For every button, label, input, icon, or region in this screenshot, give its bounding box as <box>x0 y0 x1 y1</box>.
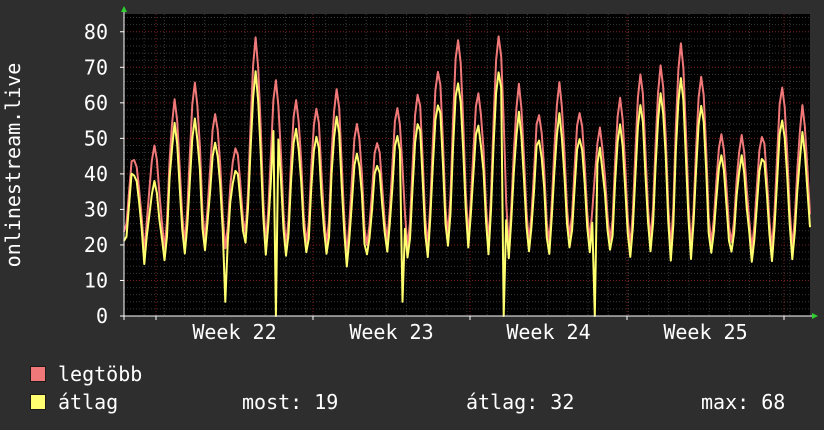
y-axis-label: onlinestream.live <box>1 63 25 268</box>
legend-swatch-max <box>30 366 46 382</box>
x-tick-label: Week 24 <box>506 320 590 344</box>
y-tick-label: 70 <box>84 55 108 79</box>
y-tick-label: 20 <box>84 233 108 257</box>
y-tick-label: 10 <box>84 268 108 292</box>
stat-most: most: 19 <box>242 390 339 414</box>
legend-item-max: legtöbb <box>30 362 143 386</box>
series-line-avg <box>123 70 811 317</box>
x-tick-label: Week 22 <box>192 320 276 344</box>
y-axis-arrow-icon <box>121 6 127 12</box>
x-axis-arrow-icon <box>812 313 818 319</box>
y-tick-label: 60 <box>84 91 108 115</box>
y-tick-label: 50 <box>84 126 108 150</box>
y-tick-label: 30 <box>84 197 108 221</box>
y-tick-label: 80 <box>84 20 108 44</box>
y-tick-label: 40 <box>84 162 108 186</box>
axes <box>120 6 818 320</box>
y-tick-labels: 0 10 20 30 40 50 60 70 80 <box>84 20 108 328</box>
x-tick-label: Week 23 <box>349 320 433 344</box>
x-tick-label: Week 25 <box>663 320 747 344</box>
stat-atlag: átlag: 32 <box>466 390 575 414</box>
legend-swatch-avg <box>30 394 46 410</box>
legend-label-max: legtöbb <box>58 362 143 386</box>
stat-max: max: 68 <box>701 390 786 414</box>
legend-item-avg: átlag <box>30 390 119 414</box>
series-avg <box>123 70 811 317</box>
legend-label-avg: átlag <box>58 390 119 414</box>
y-tick-label: 0 <box>96 304 108 328</box>
x-tick-labels: Week 22 Week 23 Week 24 Week 25 <box>192 320 747 344</box>
